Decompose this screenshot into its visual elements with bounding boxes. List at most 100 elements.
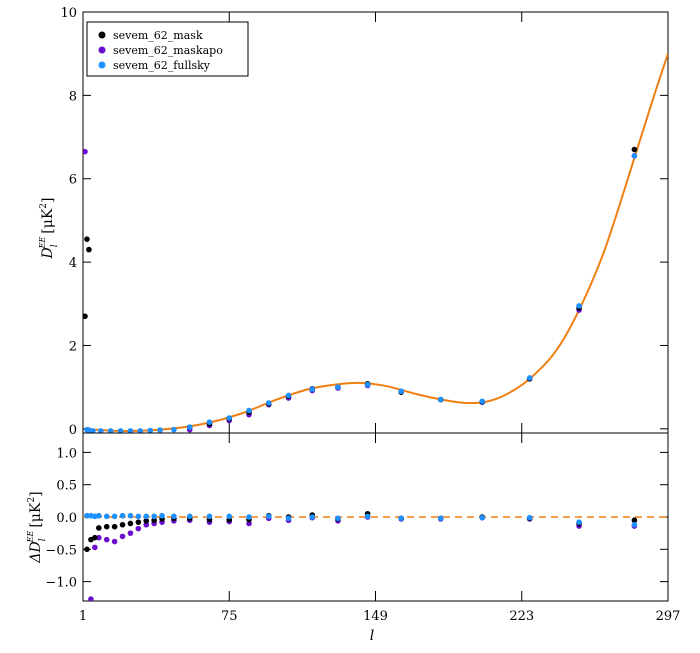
top-ylabel-unit: [μK (40, 208, 56, 234)
data-point-sevem-62-mask (103, 523, 110, 530)
bottom-ylabel-unit: [μK (28, 502, 44, 528)
data-point-sevem-62-fullsky (206, 513, 213, 520)
data-point-sevem-62-fullsky (159, 512, 165, 519)
data-point-sevem-62-fullsky (265, 513, 272, 520)
bottom-ylabel-superscript: EE (26, 531, 35, 544)
legend-marker-mask (98, 31, 106, 39)
plot-area (83, 53, 668, 433)
y-tick-label: −0.5 (45, 543, 77, 558)
bottom-panel: −1.0 −0.5 0.0 0.5 1.0 1 75 149 223 297 (45, 432, 681, 624)
legend: sevem_62_mask sevem_62_maskapo sevem_62_… (86, 21, 249, 77)
data-point-sevem-62-fullsky (117, 428, 124, 433)
bottom-y-axis-label: ΔDlEE [μK2] (26, 491, 48, 563)
data-point-sevem-62-fullsky (398, 388, 404, 395)
top-y-axis-label: DlEE [μK2] (38, 197, 60, 259)
x-tick-label: 149 (363, 609, 388, 624)
data-point-sevem-62-mask (135, 519, 142, 525)
legend-label-fullsky: sevem_62_fullsky (113, 59, 211, 72)
data-point-sevem-62-maskapo (127, 530, 134, 536)
y-tick-label: 0.5 (56, 479, 77, 494)
legend-box (86, 21, 249, 77)
data-point-sevem-62-fullsky (398, 515, 404, 522)
data-point-sevem-62-fullsky (246, 514, 252, 520)
data-point-sevem-62-mask (83, 313, 88, 320)
data-point-sevem-62-fullsky (335, 515, 341, 522)
data-point-sevem-62-maskapo (83, 148, 88, 155)
data-point-sevem-62-fullsky (157, 427, 163, 433)
data-point-sevem-62-mask (143, 518, 150, 524)
y-tick-label: 10 (60, 6, 77, 21)
data-point-sevem-62-fullsky (119, 512, 126, 519)
data-point-sevem-62-maskapo (135, 525, 142, 532)
data-point-sevem-62-mask (86, 246, 92, 253)
data-point-sevem-62-fullsky (576, 519, 582, 525)
data-point-sevem-62-fullsky (186, 424, 193, 430)
bottom-ylabel-symbol: ΔD (28, 541, 44, 563)
x-tick-label: 75 (221, 609, 238, 624)
data-point-sevem-62-fullsky (576, 303, 582, 309)
data-point-sevem-62-mask (84, 546, 90, 553)
model-curve (84, 53, 668, 432)
x-tick-label: 297 (656, 609, 681, 624)
x-tick-label: 1 (79, 609, 87, 624)
bottom-ylabel-unit-sup: 2 (27, 497, 37, 503)
data-point-sevem-62-fullsky (437, 396, 444, 403)
data-point-sevem-62-fullsky (107, 428, 114, 433)
data-point-sevem-62-fullsky (246, 407, 252, 414)
svg-text:ΔDlEE[μK2]: ΔDlEE [μK2] (26, 491, 48, 563)
data-point-sevem-62-maskapo (92, 544, 98, 551)
data-point-sevem-62-fullsky (186, 513, 193, 520)
legend-label-mask: sevem_62_mask (113, 29, 203, 42)
data-point-sevem-62-fullsky (479, 398, 486, 405)
data-point-sevem-62-fullsky (309, 514, 316, 520)
data-point-sevem-62-mask (84, 236, 90, 242)
data-point-sevem-62-mask (127, 520, 134, 527)
data-point-sevem-62-mask (631, 146, 638, 153)
data-point-sevem-62-fullsky (206, 419, 213, 425)
data-point-sevem-62-maskapo (88, 596, 94, 601)
data-point-sevem-62-mask (111, 523, 118, 530)
y-tick-label: 8 (69, 89, 77, 104)
top-ylabel-unit-sup: 2 (39, 203, 49, 209)
legend-label-maskapo: sevem_62_maskapo (113, 44, 223, 57)
data-point-sevem-62-fullsky (97, 428, 104, 433)
y-tick-label: −1.0 (45, 576, 77, 591)
bottom-ylabel-unit-close: ] (28, 491, 44, 496)
data-point-sevem-62-fullsky (127, 428, 134, 433)
data-point-sevem-62-maskapo (111, 538, 118, 545)
data-point-sevem-62-fullsky (90, 428, 96, 433)
data-point-sevem-62-fullsky (171, 513, 177, 520)
data-point-sevem-62-fullsky (631, 153, 638, 159)
y-tick-label: 2 (69, 339, 77, 354)
data-point-sevem-62-fullsky (84, 512, 90, 519)
legend-marker-fullsky (98, 61, 106, 69)
data-point-sevem-62-fullsky (226, 513, 233, 520)
legend-marker-maskapo (98, 46, 106, 54)
y-tick-label: 6 (69, 173, 77, 188)
data-point-sevem-62-fullsky (285, 515, 292, 522)
data-point-sevem-62-fullsky (96, 512, 102, 519)
data-point-sevem-62-fullsky (265, 400, 272, 406)
data-point-sevem-62-mask (631, 517, 638, 524)
top-ylabel-unit-close: ] (40, 197, 56, 202)
data-point-sevem-62-fullsky (335, 384, 341, 390)
y-tick-label: 4 (69, 256, 77, 271)
bottom-ylabel-subscript: l (38, 538, 48, 541)
data-point-sevem-62-maskapo (96, 534, 102, 541)
data-point-sevem-62-fullsky (171, 426, 177, 433)
data-point-sevem-62-fullsky (127, 512, 134, 519)
data-point-sevem-62-fullsky (285, 392, 292, 399)
data-point-sevem-62-fullsky (135, 513, 142, 520)
top-ylabel-symbol: D (40, 247, 56, 259)
data-point-sevem-62-fullsky (309, 386, 316, 393)
data-point-sevem-62-mask (151, 517, 157, 524)
plot-area (83, 510, 668, 601)
data-point-sevem-62-fullsky (437, 515, 444, 522)
data-point-sevem-62-fullsky (151, 513, 157, 520)
data-point-sevem-62-fullsky (111, 513, 118, 520)
x-tick-label: 223 (509, 609, 534, 624)
data-point-sevem-62-fullsky (526, 514, 533, 521)
y-tick-label: 0.0 (56, 511, 77, 526)
data-point-sevem-62-maskapo (119, 533, 126, 540)
data-point-sevem-62-fullsky (226, 415, 233, 421)
